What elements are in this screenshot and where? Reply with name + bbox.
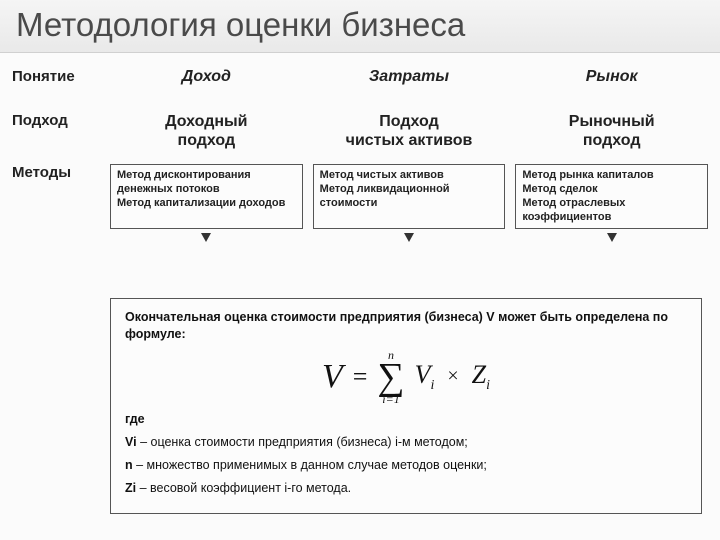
def-sym-1: n [125, 458, 133, 472]
label-approach: Подход [0, 112, 110, 129]
row-concept: Понятие Доход Затраты Рынок [0, 68, 720, 86]
methods-1: Метод чистых активов Метод ликвидационно… [313, 164, 506, 229]
page-title: Методология оценки бизнеса [0, 0, 720, 53]
arrow-down-icon [607, 233, 617, 242]
label-methods: Методы [0, 164, 110, 181]
methods-0: Метод дисконтирования денежных потоков М… [110, 164, 303, 229]
approach-2: Рыночный подход [515, 112, 708, 150]
arrow-down-icon [201, 233, 211, 242]
concept-2: Рынок [515, 68, 708, 86]
arrow-0 [110, 229, 303, 242]
def-sym-2: Zi [125, 481, 136, 495]
formula-intro: Окончательная оценка стоимости предприят… [125, 309, 687, 343]
arrow-2 [515, 229, 708, 242]
arrow-down-icon [404, 233, 414, 242]
arrow-1 [313, 229, 506, 242]
formula-box: Окончательная оценка стоимости предприят… [110, 298, 702, 514]
row-arrows [0, 229, 720, 242]
approach-0: Доходный подход [110, 112, 303, 150]
sigma-icon: ∑ [377, 361, 404, 393]
row-methods: Методы Метод дисконтирования денежных по… [0, 164, 720, 229]
concept-1: Затраты [313, 68, 506, 86]
formula-where: где [125, 411, 687, 428]
def-text-0: – оценка стоимости предприятия (бизнеса)… [137, 435, 468, 449]
methods-2: Метод рынка капиталов Метод сделок Метод… [515, 164, 708, 229]
row-approach: Подход Доходный подход Подход чистых акт… [0, 112, 720, 150]
approach-1: Подход чистых активов [313, 112, 506, 150]
sum-lower: i=1 [382, 393, 399, 405]
formula-defs: Vi – оценка стоимости предприятия (бизне… [125, 434, 687, 497]
concept-0: Доход [110, 68, 303, 86]
def-text-1: – множество применимых в данном случае м… [133, 458, 487, 472]
def-sym-0: Vi [125, 435, 137, 449]
label-concept: Понятие [0, 68, 110, 85]
def-text-2: – весовой коэффициент i-го метода. [136, 481, 351, 495]
formula-expression: V = n ∑ i=1 Vi × Zi [125, 349, 687, 405]
